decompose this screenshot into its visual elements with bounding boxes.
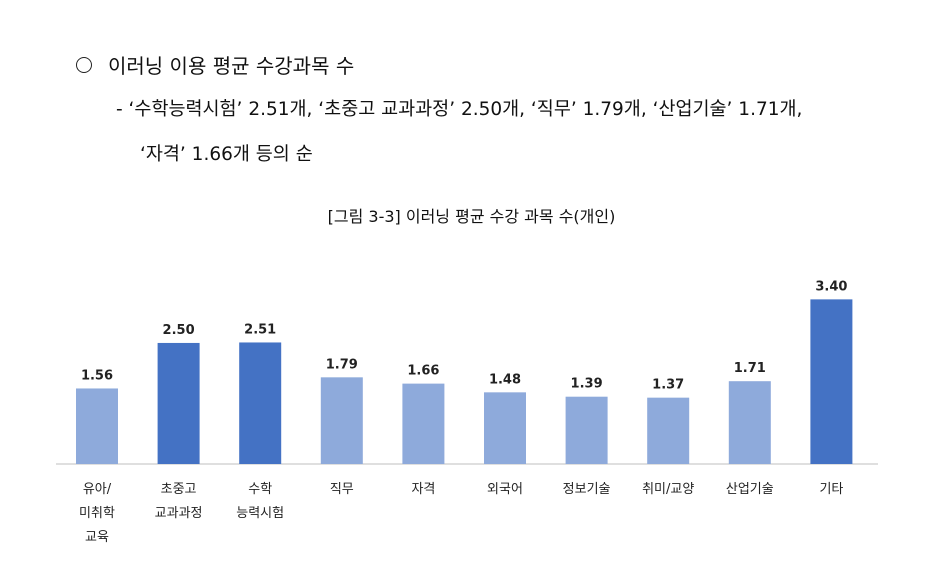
category-tick-label: 미취학	[79, 506, 115, 521]
category-tick-label: 정보기술	[563, 482, 611, 497]
bar	[565, 396, 608, 464]
data-label: 1.39	[571, 377, 603, 392]
data-label: 2.50	[163, 323, 195, 338]
section-heading-text: 이러닝 이용 평균 수강과목 수	[108, 54, 355, 78]
category-tick-label: 능력시험	[236, 506, 284, 521]
category-tick-label: 직무	[330, 482, 354, 497]
bar	[157, 342, 200, 464]
summary-line-2: ‘자격’ 1.66개 등의 순	[140, 144, 313, 165]
chart-title: [그림 3-3] 이러닝 평균 수강 과목 수(개인)	[327, 207, 616, 226]
data-label: 1.37	[652, 378, 684, 393]
summary-line-1: - ‘수학능력시험’ 2.51개, ‘초중고 교과과정’ 2.50개, ‘직무’…	[116, 99, 803, 120]
category-tick-label: 수학	[248, 482, 272, 497]
bar	[810, 299, 853, 464]
data-label: 1.66	[407, 364, 439, 379]
bar	[647, 397, 690, 464]
category-tick-label: 취미/교양	[642, 482, 694, 497]
data-label: 1.48	[489, 372, 521, 387]
data-label: 1.71	[734, 361, 766, 376]
bar	[320, 377, 363, 464]
bar	[402, 383, 445, 464]
bar	[728, 381, 771, 464]
category-tick-label: 초중고	[161, 482, 197, 497]
circle-bullet-icon	[76, 56, 92, 73]
data-label: 2.51	[244, 322, 276, 337]
bar	[239, 342, 282, 464]
section-heading: 이러닝 이용 평균 수강과목 수	[76, 50, 354, 79]
data-label: 1.56	[81, 368, 113, 383]
category-tick-label: 유아/	[83, 482, 112, 497]
bar	[76, 388, 118, 464]
category-tick-label: 기타	[819, 482, 843, 497]
category-tick-label: 산업기술	[726, 482, 774, 497]
data-label: 1.79	[326, 357, 358, 372]
data-label: 3.40	[815, 279, 847, 294]
category-tick-label: 교과과정	[155, 506, 203, 521]
category-tick-label: 외국어	[487, 482, 523, 497]
category-tick-label: 자격	[411, 482, 435, 497]
category-tick-label: 교육	[85, 530, 109, 545]
bar	[484, 392, 526, 464]
